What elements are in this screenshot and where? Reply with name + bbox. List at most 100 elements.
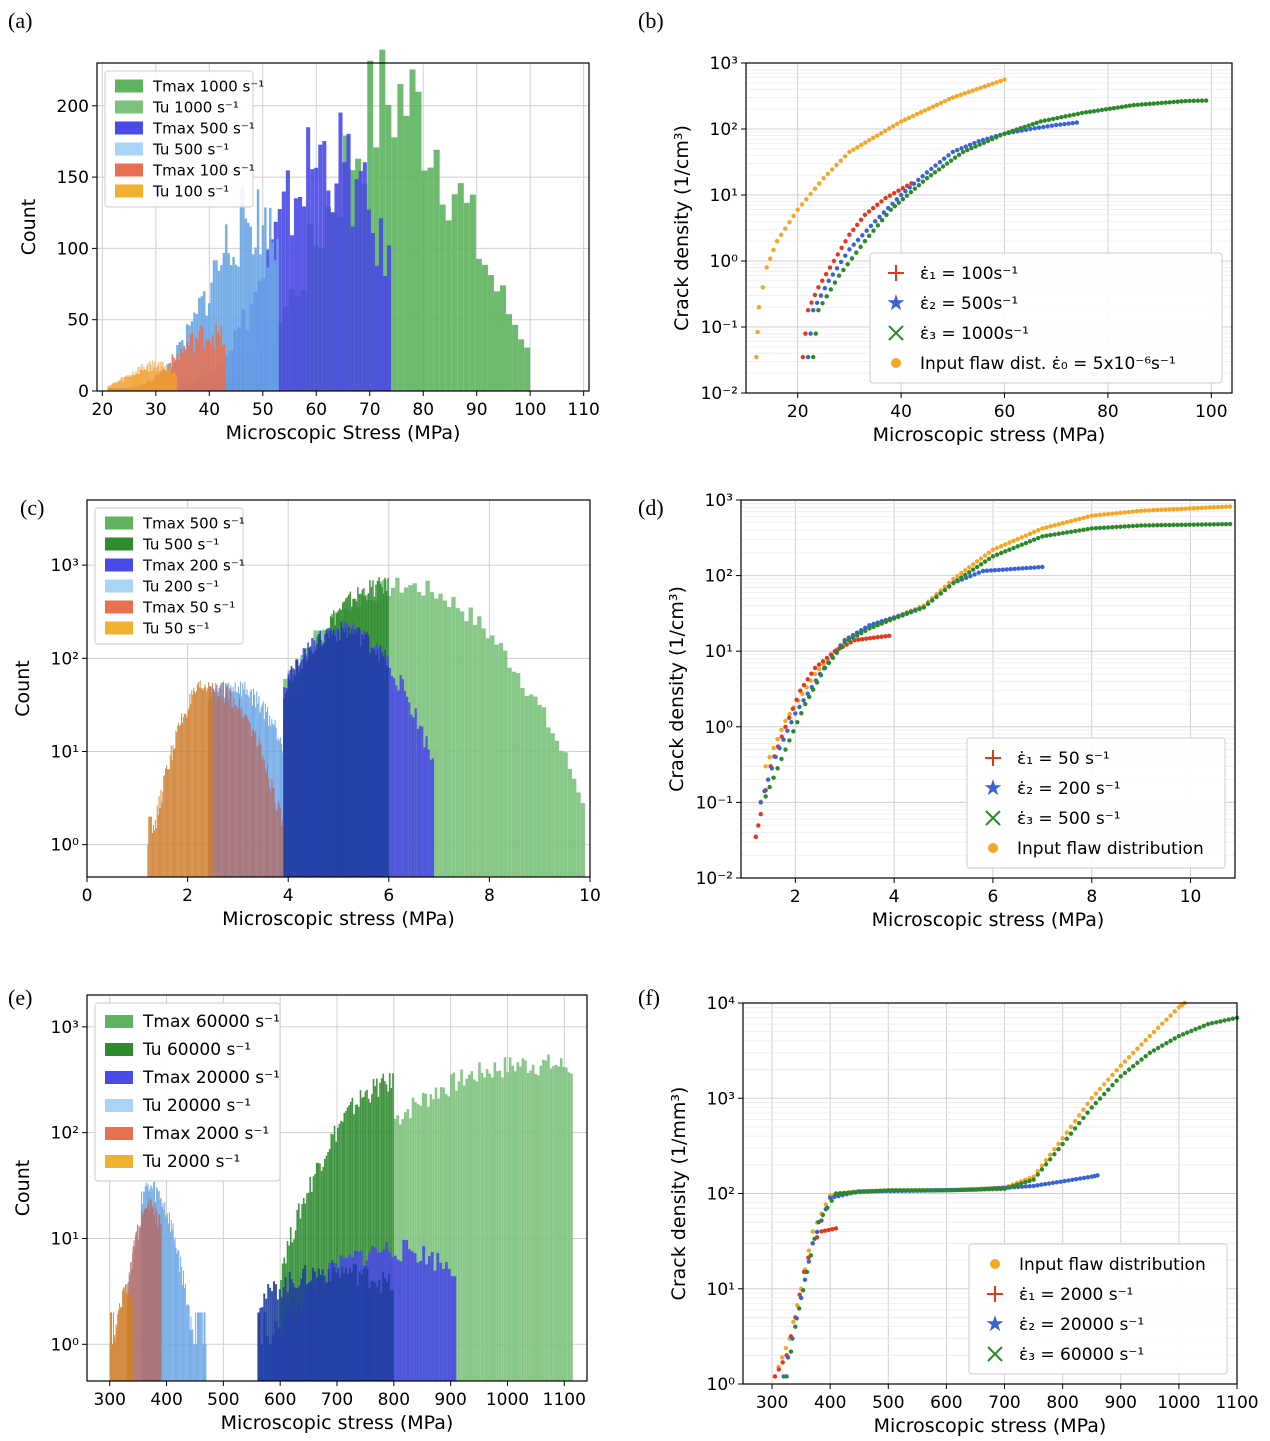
x-tick-label: 8	[1086, 887, 1097, 907]
data-point	[855, 145, 860, 150]
data-point	[831, 258, 837, 264]
y-axis-label: Count	[18, 199, 40, 255]
data-point	[795, 207, 800, 212]
data-point	[779, 727, 784, 733]
data-point	[830, 655, 836, 661]
legend-label: Tmax 200 s⁻¹	[142, 557, 245, 575]
data-point	[875, 223, 881, 228]
histogram-bar	[346, 133, 351, 391]
histogram-bar	[202, 690, 204, 877]
histogram-bar	[308, 647, 311, 877]
data-point	[1028, 126, 1033, 132]
histogram-bar	[145, 369, 147, 391]
data-point	[1122, 524, 1127, 529]
histogram-bar	[421, 170, 428, 391]
data-point	[1042, 118, 1048, 123]
histogram-bar	[162, 1203, 164, 1381]
data-point	[1135, 1060, 1140, 1066]
data-point	[998, 1186, 1003, 1192]
histogram-bar	[261, 225, 265, 391]
data-point	[970, 88, 975, 93]
histogram-bar	[107, 385, 109, 391]
histogram-bar	[263, 759, 265, 877]
legend-swatch	[105, 1155, 133, 1168]
histogram-bar	[321, 1269, 324, 1381]
data-point	[841, 1190, 847, 1196]
histogram-bar	[149, 361, 151, 391]
data-point	[982, 84, 987, 89]
data-point	[1126, 1067, 1132, 1072]
histogram-bar	[124, 376, 126, 391]
data-point	[1043, 1158, 1049, 1163]
histogram-bar	[282, 1286, 285, 1381]
data-point	[1093, 513, 1099, 518]
data-point	[789, 719, 794, 725]
histogram-bar	[506, 1072, 509, 1381]
data-point	[830, 272, 836, 277]
data-point	[838, 259, 844, 265]
histogram-bar	[298, 196, 303, 391]
data-point	[1036, 125, 1042, 130]
histogram-bar	[377, 1096, 380, 1381]
histogram-bar	[423, 747, 426, 877]
data-point	[1168, 1013, 1173, 1018]
data-point	[1172, 1009, 1177, 1014]
histogram-bar	[354, 179, 359, 391]
histogram-bar	[190, 334, 192, 391]
histogram-bar	[302, 206, 307, 391]
histogram-bar	[203, 687, 205, 877]
histogram-bar	[198, 330, 201, 391]
data-point	[829, 1198, 834, 1203]
y-tick-label: 100	[57, 239, 89, 259]
histogram-bar	[314, 167, 319, 391]
data-point	[851, 227, 856, 232]
data-point	[1044, 525, 1049, 530]
data-point	[879, 199, 884, 204]
data-point	[1215, 522, 1221, 527]
histogram-bar	[374, 265, 379, 391]
plus-marker-icon	[888, 265, 904, 281]
data-point	[946, 580, 952, 586]
legend-label: ε̇₂ = 500s⁻¹	[920, 294, 1018, 314]
x-tick-label: 800	[1046, 1393, 1078, 1413]
x-tick-label: 6	[383, 886, 394, 906]
data-point	[1203, 505, 1209, 510]
histogram-bar	[257, 1312, 260, 1381]
histogram-bar	[115, 383, 117, 391]
histogram-bar	[304, 1265, 307, 1381]
data-point	[960, 149, 966, 155]
histogram-bar	[244, 218, 248, 391]
data-point	[892, 203, 897, 209]
histogram-bar	[524, 1060, 527, 1381]
histogram-bar	[227, 686, 229, 877]
data-point	[1199, 98, 1205, 103]
histogram-bar	[198, 687, 200, 877]
data-point	[804, 1269, 810, 1275]
data-point	[942, 584, 948, 589]
data-point	[1207, 522, 1213, 527]
histogram-bar	[340, 621, 343, 877]
histogram-bar	[289, 235, 294, 391]
data-point	[867, 137, 872, 143]
data-point	[951, 576, 956, 582]
histogram-bar	[349, 1267, 351, 1381]
data-point	[1106, 1077, 1111, 1082]
data-point	[916, 182, 922, 188]
legend-swatch	[105, 579, 133, 593]
histogram-bar	[155, 828, 157, 877]
x-marker-icon	[985, 810, 1001, 826]
histogram-bar	[201, 327, 204, 391]
histogram-bar	[157, 815, 159, 877]
legend-label: Tu 1000 s⁻¹	[152, 99, 239, 117]
histogram-bar	[419, 1260, 423, 1381]
data-point	[820, 1212, 826, 1218]
data-point	[1073, 528, 1078, 534]
histogram-bar	[276, 809, 278, 877]
data-point	[1002, 131, 1007, 136]
histogram-bar	[228, 699, 230, 877]
histogram-bar	[173, 1240, 175, 1381]
histogram-bar	[329, 629, 332, 877]
histogram-bar	[224, 692, 227, 877]
histogram-bar	[232, 707, 234, 877]
data-point	[882, 1188, 887, 1193]
